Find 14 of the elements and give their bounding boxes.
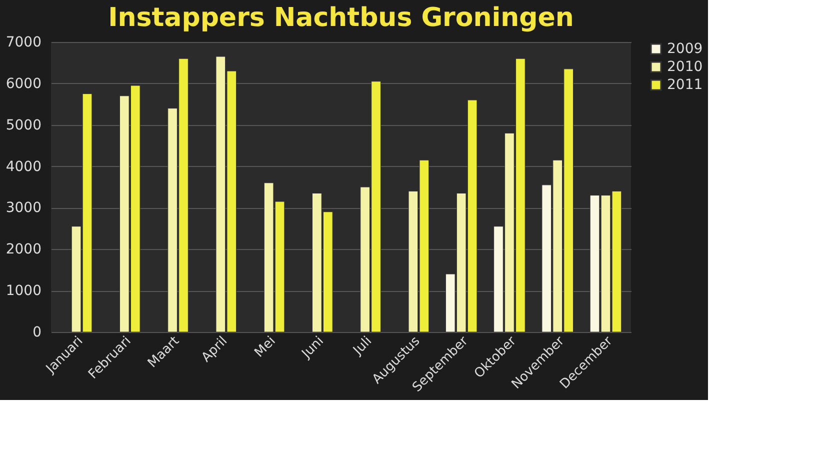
legend-label: 2009 [667,41,703,57]
y-tick-label: 4000 [6,158,42,175]
legend-label: 2011 [667,77,703,93]
chart-title: Instappers Nachtbus Groningen [108,3,574,33]
y-tick-label: 2000 [6,242,42,258]
y-tick-label: 0 [32,324,42,340]
legend-label: 2010 [667,59,703,75]
y-tick-label: 6000 [6,76,42,92]
y-tick-label: 7000 [6,34,42,50]
y-tick-label: 1000 [6,283,42,300]
y-tick-label: 3000 [6,200,42,216]
y-tick-label: 5000 [6,117,42,134]
x-tick-label: Juli [350,334,375,359]
x-tick-label: Mei [252,334,279,361]
